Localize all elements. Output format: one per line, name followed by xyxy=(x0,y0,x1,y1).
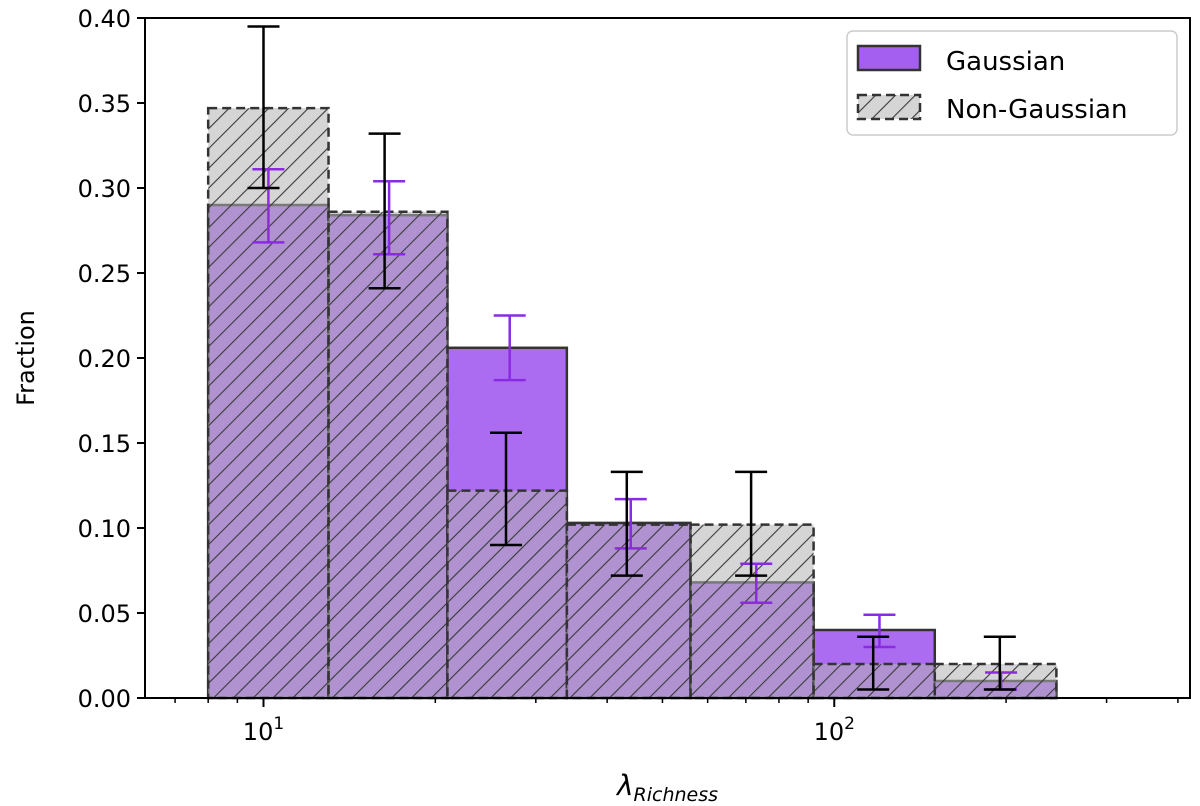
gaussian-error-bar xyxy=(863,613,896,649)
gaussian-error-bar xyxy=(252,168,285,244)
non-gaussian-bar xyxy=(565,523,692,700)
non-gaussian-error-bar xyxy=(983,635,1016,691)
legend-swatch-gaussian xyxy=(856,44,922,72)
x-tick-label: 102 xyxy=(814,714,855,746)
gaussian-error-bar xyxy=(740,562,773,605)
non-gaussian-error-bar xyxy=(490,431,523,547)
y-tick-label: 0.10 xyxy=(78,515,131,543)
legend-label-non-gaussian: Non-Gaussian xyxy=(946,95,1127,125)
non-gaussian-error-bar xyxy=(368,132,401,290)
y-tick-label: 0.25 xyxy=(78,260,131,288)
error-bars xyxy=(247,25,1018,691)
y-tick-label: 0.40 xyxy=(78,5,131,33)
non-gaussian-error-bar xyxy=(610,470,643,577)
x-axis-label: λRichness xyxy=(615,769,718,806)
y-tick-label: 0.35 xyxy=(78,90,131,118)
y-tick-label: 0.20 xyxy=(78,345,131,373)
y-tick-label: 0.30 xyxy=(78,175,131,203)
y-tick-label: 0.05 xyxy=(78,600,131,628)
non-gaussian-error-bar xyxy=(247,25,280,190)
legend-swatch-non-gaussian xyxy=(856,93,922,121)
gaussian-error-bar xyxy=(493,314,526,382)
y-axis-label: Fraction xyxy=(12,310,40,406)
legend-box xyxy=(846,30,1178,136)
non-gaussian-bar xyxy=(327,210,449,700)
legend: Gaussian Non-Gaussian xyxy=(846,30,1178,136)
non-gaussian-error-bar xyxy=(735,470,768,577)
x-tick-label: 101 xyxy=(243,714,284,746)
gaussian-error-bar xyxy=(373,179,406,256)
non-gaussian-bars xyxy=(206,106,1058,700)
non-gaussian-bar xyxy=(689,523,815,700)
non-gaussian-error-bar xyxy=(857,635,890,691)
y-tick-label: 0.00 xyxy=(78,685,131,713)
y-tick-label: 0.15 xyxy=(78,430,131,458)
axes: 0.00 0.05 0.10 0.15 0.20 0.25 0.30 0.35 0.40 101 1… xyxy=(12,5,1191,806)
non-gaussian-bar xyxy=(933,662,1058,700)
legend-label-gaussian: Gaussian xyxy=(946,47,1065,77)
gaussian-error-bar xyxy=(614,497,647,550)
